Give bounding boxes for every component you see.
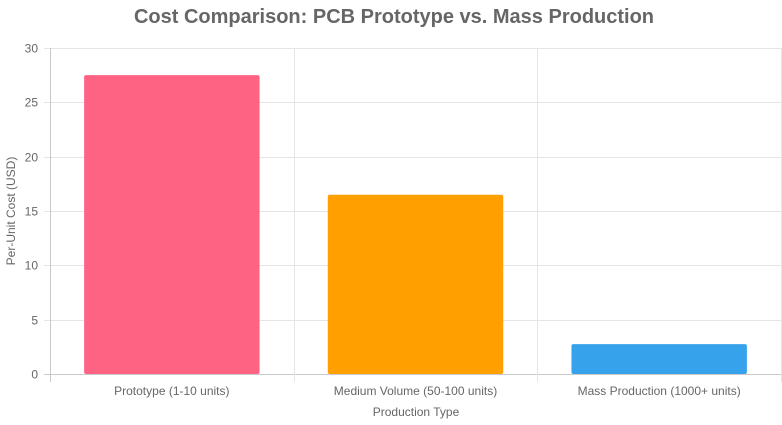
bar	[84, 75, 260, 375]
y-tick-label: 25	[25, 96, 39, 110]
x-axis-title: Production Type	[373, 405, 460, 419]
x-axis-ticks: Prototype (1-10 units) Medium Volume (50-…	[114, 384, 741, 398]
y-axis-title: Per-Unit Cost (USD)	[4, 157, 18, 266]
y-tick-label: 10	[25, 259, 39, 273]
y-tick-label: 5	[31, 314, 38, 328]
bar	[571, 344, 747, 374]
x-tick-label: Prototype (1-10 units)	[114, 384, 229, 398]
bar	[327, 194, 504, 374]
y-axis-ticks: 0 5 10 15 20 25 30	[25, 42, 39, 382]
y-tick-label: 30	[25, 42, 39, 56]
chart-bars	[84, 75, 747, 375]
x-tick-label: Medium Volume (50-100 units)	[334, 384, 497, 398]
y-tick-label: 0	[31, 368, 38, 382]
y-tick-label: 20	[25, 151, 39, 165]
y-tick-label: 15	[25, 205, 39, 219]
chart-title: Cost Comparison: PCB Prototype vs. Mass …	[134, 6, 654, 28]
x-tick-label: Mass Production (1000+ units)	[578, 384, 741, 398]
